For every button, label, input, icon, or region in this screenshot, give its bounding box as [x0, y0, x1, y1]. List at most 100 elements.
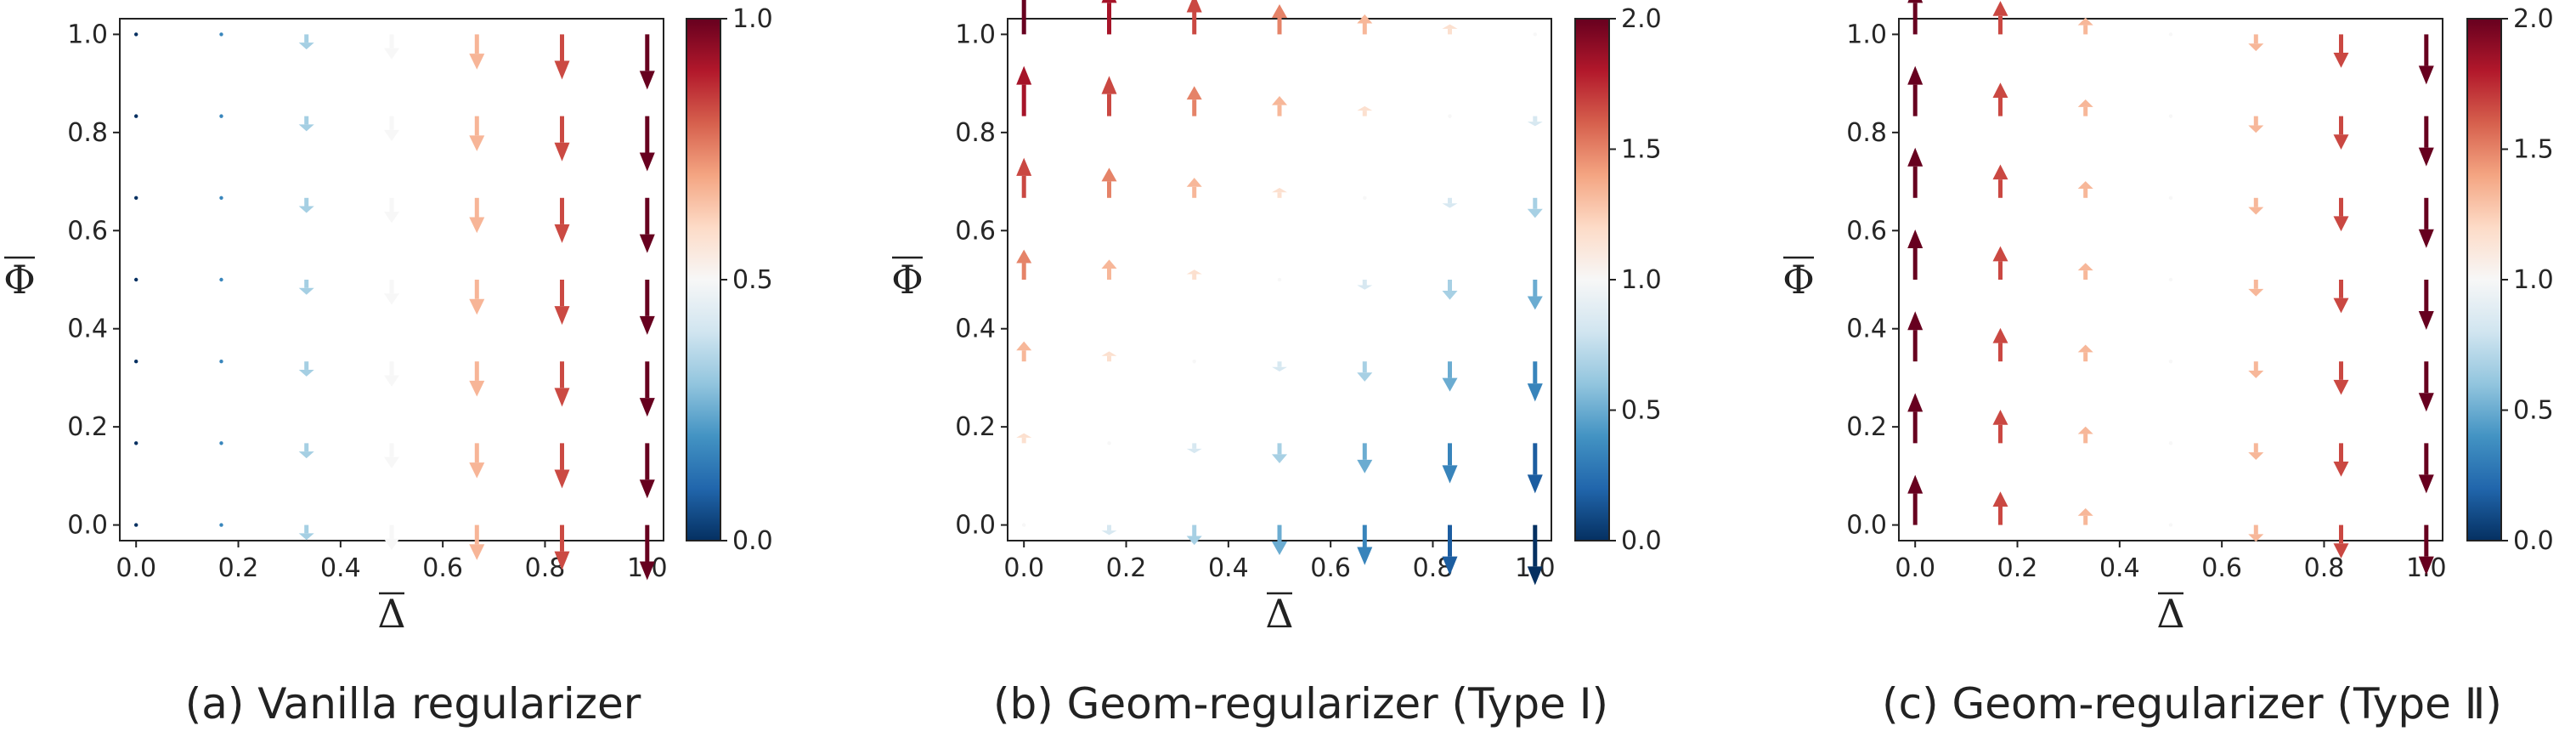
quiver-arrow-head — [2248, 534, 2264, 542]
quiver-arrow-head — [1186, 448, 1202, 454]
quiver-arrow-head — [1357, 547, 1373, 565]
quiver-arrow-head — [1442, 556, 1458, 575]
quiver-arrow-head — [2333, 298, 2349, 314]
quiver-arrow-head — [2333, 53, 2349, 68]
y-tick-label: 0.6 — [1846, 216, 1887, 246]
quiver-arrow-head — [1186, 269, 1202, 275]
quiver-arrow-head — [554, 469, 570, 489]
x-tick-label: 0.2 — [218, 553, 259, 583]
quiver-point — [219, 360, 223, 364]
quiver-arrow-head — [1442, 24, 1458, 29]
quiver-arrow-head — [1992, 410, 2008, 425]
y-tick-label: 0.4 — [67, 315, 108, 344]
quiver-arrow-head — [2077, 344, 2093, 353]
quiver-point — [219, 523, 223, 527]
colorbar — [686, 18, 721, 541]
quiver-point — [134, 196, 138, 200]
quiver-arrow-head — [639, 152, 655, 172]
quiver-arrow-head — [298, 43, 314, 50]
quiver-point — [1533, 32, 1538, 37]
quiver-arrow-head — [1907, 147, 1924, 167]
quiver-arrow-head — [2077, 263, 2093, 271]
colorbar-tick-label: 1.0 — [2513, 265, 2554, 295]
quiver-point — [2168, 523, 2173, 527]
quiver-arrow-head — [554, 306, 570, 326]
quiver-arrow-head — [1907, 0, 1924, 3]
x-tick-label: 0.0 — [1895, 553, 1935, 583]
quiver-arrow-head — [2248, 207, 2264, 215]
quiver-arrow-head — [384, 538, 399, 551]
quiver-arrow-head — [298, 451, 314, 459]
x-tick-label: 0.4 — [2099, 553, 2140, 583]
y-tick-label: 0.8 — [1846, 118, 1887, 148]
quiver-arrow-head — [1442, 203, 1458, 208]
quiver-arrow-head — [554, 142, 570, 162]
quiver-point — [134, 441, 138, 445]
quiver-arrow-head — [1016, 249, 1032, 264]
quiver-arrow-head — [469, 462, 485, 479]
quiver-point — [134, 277, 138, 282]
quiver-point — [2168, 441, 2173, 445]
quiver-arrow-head — [1272, 4, 1287, 18]
x-tick-label: 0.4 — [320, 553, 361, 583]
panel-caption: (b) Geom-regularizer (Type Ⅰ) — [993, 679, 1608, 728]
plot-frame — [1898, 18, 2443, 541]
quiver-arrow-head — [639, 234, 655, 253]
quiver-arrow-head — [384, 375, 399, 387]
quiver-arrow-head — [1992, 327, 2008, 343]
quiver-point — [134, 523, 138, 527]
quiver-arrow-head — [1101, 351, 1117, 356]
quiver-arrow-head — [639, 71, 655, 90]
quiver-arrow-head — [1101, 76, 1117, 94]
quiver-arrow-head — [2333, 216, 2349, 232]
quiver-arrow-head — [639, 315, 655, 335]
quiver-point — [2168, 196, 2173, 200]
quiver-arrow-head — [1992, 1, 2008, 16]
quiver-arrow-head — [469, 380, 485, 397]
quiver-arrow-head — [1186, 0, 1202, 13]
quiver-arrow-head — [1527, 208, 1543, 218]
quiver-arrow-head — [2248, 288, 2264, 297]
quiver-arrow-head — [2077, 426, 2093, 434]
quiver-arrow-head — [1272, 454, 1287, 463]
quiver-arrow-head — [384, 293, 399, 305]
y-tick-label: 0.0 — [955, 511, 996, 541]
quiver-arrow-head — [1101, 259, 1117, 269]
colorbar-tick-label: 0.0 — [1621, 526, 1662, 556]
x-tick-label: 0.2 — [1997, 553, 2038, 583]
quiver-arrow-head — [639, 479, 655, 499]
quiver-arrow-head — [1016, 157, 1032, 176]
quiver-arrow-head — [2248, 371, 2264, 378]
quiver-arrow-head — [1907, 230, 1924, 248]
y-tick-label: 0.0 — [67, 511, 108, 541]
quiver-arrow-head — [2077, 181, 2093, 189]
quiver-arrow-head — [2418, 65, 2434, 85]
quiver-arrow-head — [1907, 474, 1924, 494]
quiver-arrow-head — [2418, 474, 2434, 494]
quiver-point — [2168, 32, 2173, 37]
quiver-arrow-head — [1907, 65, 1924, 85]
colorbar-tick-label: 1.0 — [732, 4, 773, 34]
quiver-arrow-head — [469, 135, 485, 151]
quiver-arrow-head — [1357, 14, 1373, 24]
colorbar — [1574, 18, 1610, 541]
quiver-arrow-head — [469, 544, 485, 560]
quiver-point — [1192, 360, 1196, 364]
colorbar-tick-label: 0.5 — [732, 265, 773, 295]
quiver-point — [2168, 360, 2173, 364]
quiver-arrow-head — [1272, 541, 1287, 555]
x-tick-label: 0.6 — [1310, 553, 1351, 583]
quiver-arrow-head — [2077, 99, 2093, 107]
quiver-point — [1022, 523, 1026, 527]
colorbar-tick-label: 0.5 — [2513, 396, 2554, 426]
quiver-arrow-head — [1186, 536, 1202, 546]
quiver-point — [134, 360, 138, 364]
x-tick-label: 0.2 — [1106, 553, 1147, 583]
colorbar-tick-label: 0.0 — [2513, 526, 2554, 556]
colorbar-tick-label: 0.0 — [732, 526, 773, 556]
panel-c: 0.0 0.2 0.4 0.6 0.8 1.0 0.0 0.2 0.4 0.6 0.8 1.0 Δ Φ 0.… — [1782, 0, 2554, 728]
quiver-arrow-head — [1527, 474, 1543, 494]
quiver-arrow-head — [554, 551, 570, 570]
quiver-arrow-head — [2077, 507, 2093, 516]
